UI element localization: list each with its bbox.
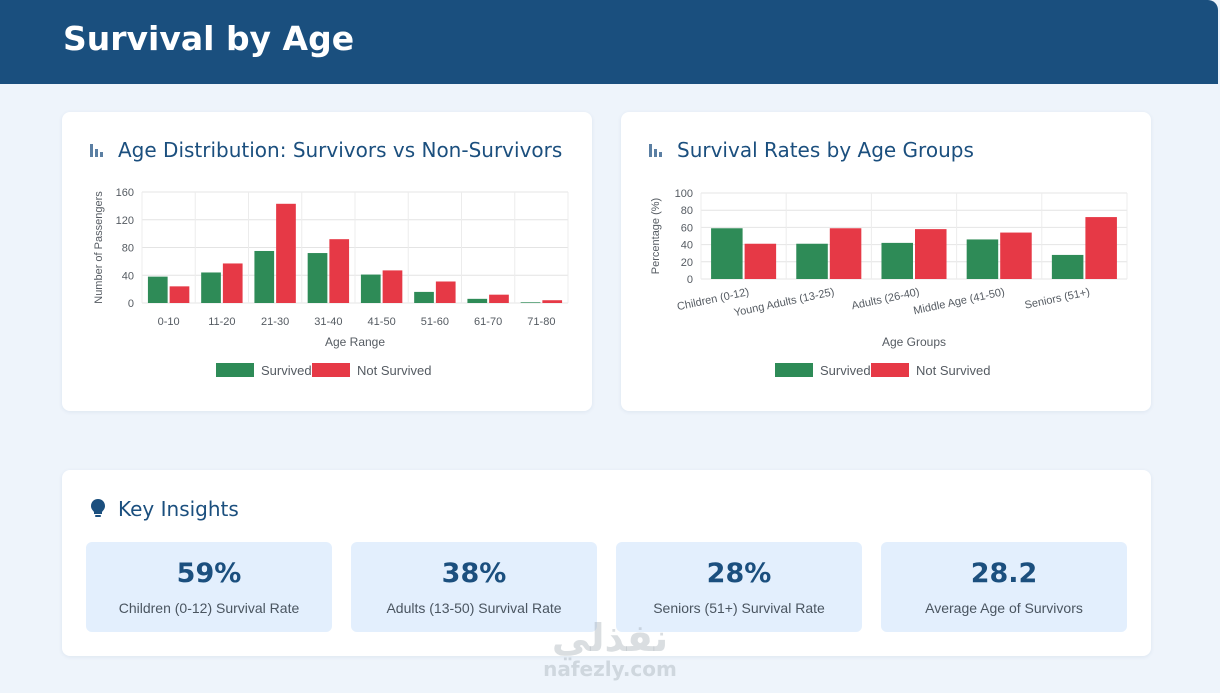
y-tick-label: 0 <box>687 274 693 286</box>
y-tick-label: 40 <box>681 240 693 252</box>
y-axis-label: Percentage (%) <box>650 198 662 274</box>
y-tick-label: 100 <box>675 188 693 200</box>
bar-survived <box>307 253 328 303</box>
bar-not-survived <box>1085 217 1117 279</box>
y-axis-label: Number of Passengers <box>93 191 105 304</box>
y-tick-label: 80 <box>122 243 134 255</box>
bar-not-survived <box>489 294 509 303</box>
y-tick-label: 160 <box>116 187 134 199</box>
bar-survived <box>467 298 488 303</box>
stat-value: 38% <box>441 558 507 589</box>
bar-survived <box>1051 254 1084 279</box>
age-distribution-chart: 0 40 80 120 160 0-10 11-20 21-30 31-40 41-50 51-60… <box>93 187 569 378</box>
x-tick-label: Seniors (51+) <box>1024 286 1091 312</box>
x-tick-label: Middle Age (41-50) <box>912 286 1005 317</box>
y-tick-label: 80 <box>681 205 693 217</box>
bar-not-survived <box>276 203 296 303</box>
bar-survived <box>520 302 541 303</box>
legend-swatch <box>775 363 813 377</box>
legend-swatch <box>216 363 254 377</box>
stat-card-seniors: 28% Seniors (51+) Survival Rate <box>616 542 862 632</box>
stat-label: Children (0-12) Survival Rate <box>118 600 300 616</box>
legend-swatch <box>312 363 350 377</box>
y-tick-label: 20 <box>681 257 693 269</box>
y-tick-label: 60 <box>681 222 693 234</box>
bar-survived <box>254 250 275 303</box>
stat-card-average-age: 28.2 Average Age of Survivors <box>881 542 1127 632</box>
legend-label: Not Survived <box>916 363 990 378</box>
bar-not-survived <box>915 229 947 279</box>
stat-label: Average Age of Survivors <box>925 600 1083 616</box>
x-tick-label: 61-70 <box>474 316 502 328</box>
bar-survived <box>201 272 221 303</box>
bar-chart-icon <box>90 144 103 157</box>
bar-survived <box>881 242 913 279</box>
x-axis-label: Age Groups <box>882 335 946 349</box>
stat-value: 28% <box>706 558 772 589</box>
page-title: Survival by Age <box>63 19 355 58</box>
bar-not-survived <box>744 243 777 279</box>
x-tick-label: 11-20 <box>208 316 235 328</box>
age-groups-card: Survival Rates by Age Groups 0 20 40 60 80 10… <box>621 112 1151 411</box>
x-tick-label: 21-30 <box>261 316 289 328</box>
bar-survived <box>414 291 434 303</box>
bar-not-survived <box>329 239 350 303</box>
legend-swatch <box>871 363 909 377</box>
lightbulb-icon <box>91 499 105 517</box>
bar-survived <box>796 243 828 279</box>
age-distribution-card: Age Distribution: Survivors vs Non-Survi… <box>62 112 592 411</box>
bar-not-survived <box>382 270 403 303</box>
page-header: Survival by Age <box>0 0 1218 84</box>
y-tick-label: 120 <box>116 215 134 227</box>
legend-label: Survived <box>261 363 312 378</box>
bar-not-survived <box>222 263 243 303</box>
bar-chart-icon <box>649 144 662 157</box>
bar-not-survived <box>1000 232 1032 279</box>
bar-not-survived <box>169 286 190 303</box>
legend-label: Survived <box>820 363 871 378</box>
x-tick-label: 31-40 <box>314 316 342 328</box>
x-tick-label: Adults (26-40) <box>851 286 921 312</box>
x-tick-label: 41-50 <box>368 316 396 328</box>
bar-survived <box>711 228 743 279</box>
x-tick-label: 0-10 <box>158 316 180 328</box>
bar-not-survived <box>435 281 456 303</box>
bar-survived <box>360 274 381 303</box>
age-groups-title: Survival Rates by Age Groups <box>677 138 974 162</box>
key-insights-card: Key Insights 59% Children (0-12) Surviva… <box>62 470 1151 656</box>
bar-not-survived <box>542 300 563 303</box>
stat-label: Adults (13-50) Survival Rate <box>386 600 562 616</box>
bar-survived <box>966 239 999 279</box>
bar-not-survived <box>829 228 862 279</box>
x-tick-label: 51-60 <box>421 316 449 328</box>
age-distribution-title: Age Distribution: Survivors vs Non-Survi… <box>118 138 563 162</box>
bar-survived <box>147 276 168 303</box>
stat-value: 59% <box>176 558 242 589</box>
stat-card-children: 59% Children (0-12) Survival Rate <box>86 542 332 632</box>
x-axis-label: Age Range <box>325 335 385 349</box>
stat-value: 28.2 <box>970 558 1038 589</box>
y-tick-label: 0 <box>128 298 134 310</box>
x-tick-label: 71-80 <box>527 316 555 328</box>
stat-label: Seniors (51+) Survival Rate <box>653 600 825 616</box>
watermark-latin: nafezly.com <box>543 657 677 681</box>
key-insights-title: Key Insights <box>118 497 239 521</box>
y-tick-label: 40 <box>122 270 134 282</box>
stat-card-adults: 38% Adults (13-50) Survival Rate <box>351 542 597 632</box>
legend-label: Not Survived <box>357 363 431 378</box>
